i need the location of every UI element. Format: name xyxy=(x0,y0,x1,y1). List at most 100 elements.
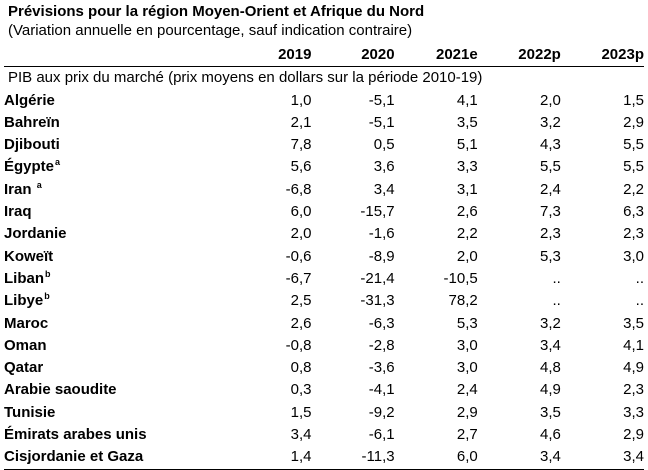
table-row: Bahreïn 2,1 -5,1 3,5 3,2 2,9 xyxy=(4,112,644,134)
country-label: Jordanie xyxy=(4,225,67,243)
value-cell: 4,9 xyxy=(623,359,644,377)
country-label: Koweït xyxy=(4,247,54,265)
table-row: Iran a -6,8 3,4 3,1 2,4 2,2 xyxy=(4,179,644,201)
value-cell: 4,6 xyxy=(539,426,561,444)
value-cell: 2,4 xyxy=(456,381,478,399)
value-cell: 2,5 xyxy=(290,292,312,310)
header-year: 2020 xyxy=(361,46,395,63)
table-subtitle: (Variation annuelle en pourcentage, sauf… xyxy=(8,22,413,39)
value-cell: 2,9 xyxy=(623,426,644,444)
country-name: Iran a xyxy=(4,179,228,201)
value-cell: -21,4 xyxy=(360,269,395,287)
value-cell: 2,9 xyxy=(623,113,644,131)
country-name: Iraq xyxy=(4,201,228,223)
value-cell: -10,5 xyxy=(443,269,478,287)
table-row: Jordanie 2,0 -1,6 2,2 2,3 2,3 xyxy=(4,223,644,245)
country-label: Iran xyxy=(4,180,36,198)
country-name: Égyptea xyxy=(4,156,228,178)
value-cell: 3,4 xyxy=(539,336,561,354)
value-cell: 3,6 xyxy=(373,158,395,176)
country-name: Algérie xyxy=(4,90,228,112)
table-row: Algérie 1,0 -5,1 4,1 2,0 1,5 xyxy=(4,90,644,112)
value-cell: 5,5 xyxy=(623,136,644,154)
country-label: Qatar xyxy=(4,359,44,377)
value-cell: 3,4 xyxy=(539,448,561,466)
country-label: Maroc xyxy=(4,314,49,332)
table-row: Libyeb 2,5 -31,3 78,2.... xyxy=(4,290,644,312)
country-name: Oman xyxy=(4,335,228,357)
value-cell: 5,3 xyxy=(456,314,478,332)
table-row: Tunisie 1,5 -9,2 2,9 3,5 3,3 xyxy=(4,402,644,424)
value-cell: 5,1 xyxy=(456,136,478,154)
country-label: Émirats arabes unis xyxy=(4,426,147,444)
country-name: Maroc xyxy=(4,313,228,335)
table-row: Djibouti 7,8 0,5 5,1 4,3 5,5 xyxy=(4,134,644,156)
value-cell: .. xyxy=(552,269,561,287)
value-cell: 3,1 xyxy=(456,180,478,198)
value-cell: -6,7 xyxy=(285,269,312,287)
value-cell: .. xyxy=(635,292,644,310)
value-cell: 3,4 xyxy=(623,448,644,466)
country-label: Égypte xyxy=(4,158,55,176)
table-row: Arabie saoudite 0,3 -4,1 2,4 4,9 2,3 xyxy=(4,379,644,401)
country-label: Cisjordanie et Gaza xyxy=(4,448,144,466)
value-cell: 4,8 xyxy=(539,359,561,377)
value-cell: 3,2 xyxy=(539,314,561,332)
table-row: Iraq 6,0 -15,7 2,6 7,3 6,3 xyxy=(4,201,644,223)
table-row: Qatar 0,8 -3,6 3,0 4,8 4,9 xyxy=(4,357,644,379)
value-cell: 4,1 xyxy=(456,91,478,109)
table-row: Libanb -6,7 -21,4 -10,5.... xyxy=(4,268,644,290)
footnote-marker: b xyxy=(45,268,51,279)
value-cell: -31,3 xyxy=(360,292,395,310)
country-name: Libyeb xyxy=(4,290,228,312)
country-label: Djibouti xyxy=(4,136,60,154)
value-cell: -2,8 xyxy=(368,336,395,354)
country-name: Arabie saoudite xyxy=(4,379,228,401)
table-row: Cisjordanie et Gaza 1,4 -11,3 6,0 3,4 3,4 xyxy=(4,446,644,470)
value-cell: 2,6 xyxy=(290,314,312,332)
country-name: Cisjordanie et Gaza xyxy=(4,446,228,469)
value-cell: 2,3 xyxy=(623,225,644,243)
value-cell: -0,8 xyxy=(285,336,312,354)
value-cell: 1,5 xyxy=(623,91,644,109)
value-cell: 3,3 xyxy=(456,158,478,176)
table-row: Maroc 2,6 -6,3 5,3 3,2 3,5 xyxy=(4,313,644,335)
value-cell: -9,2 xyxy=(368,403,395,421)
forecast-table: 2019 2020 2021e 2022p 2023p PIB aux prix… xyxy=(4,44,644,470)
value-cell: -4,1 xyxy=(368,381,395,399)
footnote-marker: a xyxy=(36,179,42,190)
value-cell: 2,2 xyxy=(623,180,644,198)
country-label: Liban xyxy=(4,269,44,287)
country-name: Émirats arabes unis xyxy=(4,424,228,446)
value-cell: 2,0 xyxy=(539,91,561,109)
value-cell: 4,3 xyxy=(539,136,561,154)
country-label: Iraq xyxy=(4,203,32,221)
value-cell: 2,0 xyxy=(290,225,312,243)
value-cell: 2,1 xyxy=(290,113,312,131)
value-cell: 2,0 xyxy=(456,247,478,265)
value-cell: -5,1 xyxy=(368,113,395,131)
value-cell: 2,9 xyxy=(456,403,478,421)
value-cell: -6,1 xyxy=(368,426,395,444)
table-row: Égyptea 5,6 3,6 3,3 5,5 5,5 xyxy=(4,156,644,178)
value-cell: 3,2 xyxy=(539,113,561,131)
value-cell: 2,2 xyxy=(456,225,478,243)
value-cell: -1,6 xyxy=(368,225,395,243)
value-cell: 3,0 xyxy=(456,336,478,354)
value-cell: 3,4 xyxy=(373,180,395,198)
value-cell: 6,0 xyxy=(456,448,478,466)
country-label: Oman xyxy=(4,336,47,354)
header-country xyxy=(4,44,228,67)
value-cell: 2,3 xyxy=(623,381,644,399)
value-cell: 3,0 xyxy=(623,247,644,265)
value-cell: 3,3 xyxy=(623,403,644,421)
value-cell: 5,3 xyxy=(539,247,561,265)
value-cell: 3,5 xyxy=(456,113,478,131)
table-row: Koweït -0,6 -8,9 2,0 5,3 3,0 xyxy=(4,246,644,268)
header-row: 2019 2020 2021e 2022p 2023p xyxy=(4,44,644,67)
value-cell: 1,5 xyxy=(290,403,312,421)
country-label: Tunisie xyxy=(4,403,56,421)
value-cell: 2,7 xyxy=(456,426,478,444)
footnote-marker: a xyxy=(55,157,61,168)
